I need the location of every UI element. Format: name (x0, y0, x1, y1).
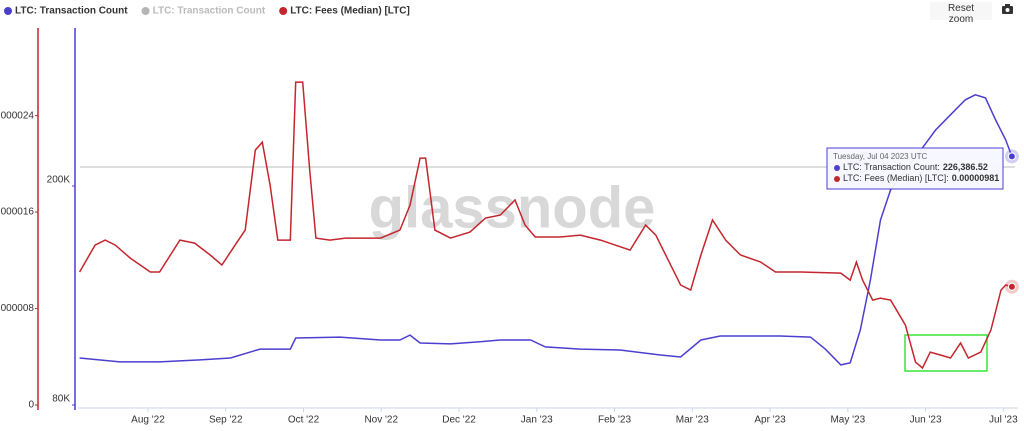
legend-label[interactable]: LTC: Transaction Count (15, 6, 128, 17)
tooltip-value: 226,386.52 (943, 162, 988, 172)
watermark: glassnode (369, 175, 656, 240)
y-tick-label: 0.000024 (0, 110, 34, 121)
camera-icon[interactable] (1002, 4, 1013, 14)
tooltip-row: LTC: Transaction Count: 226,386.52 (843, 162, 988, 172)
reset-zoom-button[interactable]: Reset zoom (930, 2, 992, 25)
x-tick-label: Nov '22 (364, 415, 398, 426)
y-tick-label: 0 (28, 400, 34, 411)
x-tick-label: Aug '22 (131, 415, 165, 426)
y2-tick-label: 200K (47, 175, 71, 186)
x-tick-label: Jan '23 (521, 415, 553, 426)
x-tick-label: Jun '23 (910, 415, 942, 426)
tooltip-name: LTC: Fees (Median) [LTC]: (843, 173, 949, 183)
x-tick-label: Oct '22 (288, 415, 320, 426)
tooltip-name: LTC: Transaction Count: (843, 162, 940, 172)
highlight-box (904, 334, 988, 372)
x-tick-label: Jul '23 (989, 415, 1018, 426)
series-line (79, 93, 1013, 366)
y-tick-label: 0.000016 (0, 207, 34, 218)
tooltip-swatch (834, 165, 840, 171)
legend-swatch (4, 7, 12, 15)
tooltip-swatch (834, 176, 840, 182)
y-tick-label: 0.000008 (0, 303, 34, 314)
tooltip: Tuesday, Jul 04 2023 UTC LTC: Transactio… (826, 147, 1004, 190)
tooltip-value: 0.00000981 (952, 173, 1000, 183)
hover-point (1007, 152, 1016, 161)
x-tick-label: Feb '23 (598, 415, 631, 426)
x-tick-label: Apr '23 (754, 415, 786, 426)
x-tick-label: Sep '22 (209, 415, 243, 426)
series-line (78, 81, 1013, 370)
tooltip-box (826, 147, 1004, 190)
x-tick-label: Dec '22 (442, 415, 476, 426)
legend-label[interactable]: LTC: Fees (Median) [LTC] (290, 6, 410, 17)
legend-swatch (279, 7, 288, 15)
x-tick-label: May '23 (830, 415, 865, 426)
tooltip-date: Tuesday, Jul 04 2023 UTC (833, 152, 927, 161)
x-tick-label: Mar '23 (676, 415, 709, 426)
legend-swatch (141, 7, 150, 15)
hover-point (1007, 282, 1016, 291)
tooltip-row: LTC: Fees (Median) [LTC]: 0.00000981 (843, 173, 999, 183)
y2-tick-label: 80K (52, 394, 70, 405)
legend-label[interactable]: LTC: Transaction Count (153, 6, 266, 17)
